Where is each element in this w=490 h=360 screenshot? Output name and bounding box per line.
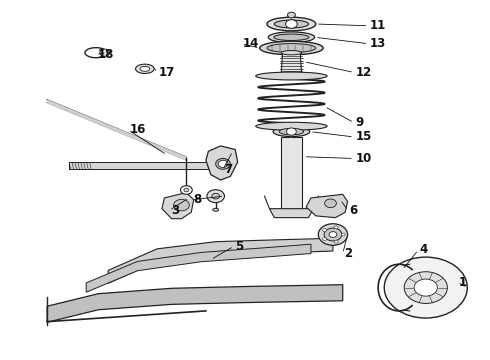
Polygon shape <box>306 194 347 218</box>
Text: 2: 2 <box>344 247 352 260</box>
Polygon shape <box>162 193 194 219</box>
Ellipse shape <box>268 32 315 42</box>
Ellipse shape <box>256 122 327 130</box>
Circle shape <box>334 240 338 243</box>
Text: 7: 7 <box>224 163 233 176</box>
Circle shape <box>216 158 230 169</box>
Text: 10: 10 <box>355 152 372 165</box>
Polygon shape <box>108 238 333 283</box>
Circle shape <box>384 257 467 318</box>
Bar <box>281 137 302 209</box>
Text: 1: 1 <box>459 276 467 289</box>
Circle shape <box>414 279 438 296</box>
Text: 17: 17 <box>159 66 175 79</box>
Circle shape <box>287 128 296 135</box>
Circle shape <box>404 272 447 303</box>
Text: 18: 18 <box>98 48 114 61</box>
Text: 9: 9 <box>355 116 364 129</box>
Text: 16: 16 <box>130 123 146 136</box>
Circle shape <box>173 199 189 211</box>
Circle shape <box>207 190 224 203</box>
Circle shape <box>212 193 220 199</box>
Text: 5: 5 <box>235 240 244 253</box>
Ellipse shape <box>260 41 323 55</box>
Ellipse shape <box>218 160 228 167</box>
Text: 3: 3 <box>171 204 179 217</box>
Ellipse shape <box>267 17 316 31</box>
Ellipse shape <box>274 34 309 41</box>
Text: 11: 11 <box>370 19 386 32</box>
Text: 8: 8 <box>193 193 201 206</box>
Circle shape <box>334 226 338 229</box>
Circle shape <box>184 188 189 192</box>
Polygon shape <box>86 244 311 292</box>
Ellipse shape <box>136 64 154 73</box>
Circle shape <box>329 231 337 237</box>
Polygon shape <box>47 285 343 322</box>
Ellipse shape <box>281 50 302 55</box>
Text: 12: 12 <box>355 66 372 79</box>
Text: 6: 6 <box>349 204 358 217</box>
Ellipse shape <box>273 127 310 136</box>
Circle shape <box>286 20 297 28</box>
Circle shape <box>323 229 327 231</box>
Circle shape <box>325 199 336 208</box>
Ellipse shape <box>256 72 327 80</box>
Circle shape <box>324 228 342 241</box>
Text: 13: 13 <box>370 37 386 50</box>
Circle shape <box>288 12 295 18</box>
Ellipse shape <box>279 129 304 135</box>
Polygon shape <box>270 209 314 218</box>
Text: 4: 4 <box>420 243 428 256</box>
Ellipse shape <box>140 66 150 71</box>
Ellipse shape <box>281 72 302 76</box>
Text: 15: 15 <box>355 130 372 144</box>
Circle shape <box>323 238 327 240</box>
Ellipse shape <box>267 44 316 53</box>
Polygon shape <box>69 162 208 169</box>
Circle shape <box>100 49 110 56</box>
Circle shape <box>318 224 347 245</box>
Circle shape <box>341 233 345 236</box>
Circle shape <box>180 186 192 194</box>
Text: 14: 14 <box>243 37 259 50</box>
Ellipse shape <box>274 20 309 28</box>
Polygon shape <box>206 146 238 180</box>
Polygon shape <box>281 53 302 74</box>
Ellipse shape <box>213 208 219 211</box>
